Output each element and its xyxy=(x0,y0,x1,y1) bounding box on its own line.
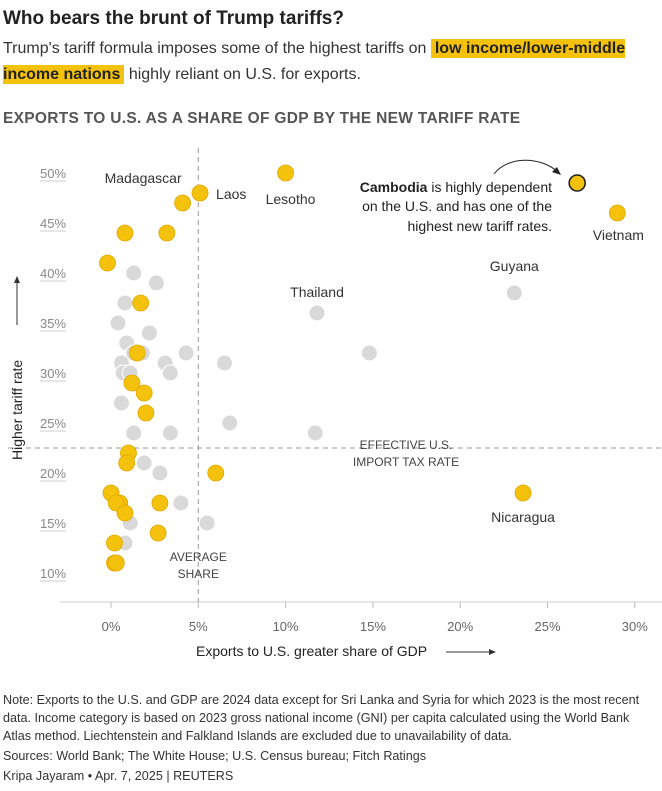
x-tick-label: 30% xyxy=(622,619,648,634)
country-label: Laos xyxy=(216,186,246,202)
x-tick-label: 20% xyxy=(447,619,473,634)
gray-country-point xyxy=(161,364,179,382)
y-tick-label: 30% xyxy=(40,366,66,381)
low-income-country-point xyxy=(151,494,169,512)
y-tick-label: 20% xyxy=(40,466,66,481)
credit-line: Kripa Jayaram • Apr. 7, 2025 | REUTERS xyxy=(3,769,234,783)
x-tick-label: 5% xyxy=(189,619,208,634)
gray-country-point xyxy=(360,344,378,362)
gray-country-point xyxy=(177,344,195,362)
gray-country-point xyxy=(308,304,326,322)
low-income-country-point xyxy=(158,224,176,242)
effective-rate-label: IMPORT TAX RATE xyxy=(353,455,459,469)
low-income-country-point xyxy=(207,464,225,482)
low-income-country-point xyxy=(123,374,141,392)
average-share-label: AVERAGE xyxy=(170,550,227,564)
cambodia-annotation-line: highest new tariff rates. xyxy=(408,218,552,234)
x-tick-label: 25% xyxy=(534,619,560,634)
country-label: Vietnam xyxy=(593,227,644,243)
page-title: Who bears the brunt of Trump tariffs? xyxy=(3,8,344,29)
note-line: data. Income category is based on 2023 g… xyxy=(3,711,630,725)
low-income-country-point xyxy=(132,294,150,312)
note-line: Note: Exports to the U.S. and GDP are 20… xyxy=(3,693,640,707)
x-axis-arrowhead xyxy=(489,649,496,655)
subtitle: Trump's tariff formula imposes some of t… xyxy=(3,36,659,88)
y-tick-label: 10% xyxy=(40,566,66,581)
x-tick-label: 10% xyxy=(273,619,299,634)
country-label: Madagascar xyxy=(105,170,182,186)
subtitle-post: highly reliant on U.S. for exports. xyxy=(128,66,361,83)
gray-country-point xyxy=(112,394,130,412)
gray-country-point xyxy=(147,274,165,292)
annotation-arrow xyxy=(493,159,559,175)
gray-country-point xyxy=(125,424,143,442)
country-label: Guyana xyxy=(490,258,539,274)
low-income-country-point xyxy=(106,534,123,552)
y-tick-label: 50% xyxy=(40,166,66,181)
gray-country-point xyxy=(140,324,158,342)
scatter-chart: 0% 5% 10% 15% 20% 25% 30% 10% 15% 20% 25% 30% 35% 40%… xyxy=(8,148,662,659)
country-label: Thailand xyxy=(290,284,344,300)
sources: Sources: World Bank; The White House; U.… xyxy=(3,749,427,763)
low-income-country-point xyxy=(99,254,116,272)
low-income-country-point xyxy=(191,184,209,202)
gray-country-point xyxy=(215,354,233,372)
annotation-text: is highly dependent xyxy=(431,179,552,195)
y-tick-label: 25% xyxy=(40,416,66,431)
gray-country-point xyxy=(172,494,190,512)
x-tick-label: 0% xyxy=(102,619,121,634)
low-income-country-point xyxy=(149,524,167,542)
y-tick-label: 35% xyxy=(40,316,66,331)
x-tick-label: 15% xyxy=(360,619,386,634)
cambodia-annotation-line: on the U.S. and has one of the xyxy=(362,198,552,214)
low-income-country-point xyxy=(174,194,191,212)
gray-country-point xyxy=(161,424,179,442)
annotation-bold: Cambodia xyxy=(360,179,432,195)
gray-country-point xyxy=(306,424,324,442)
low-income-country-point xyxy=(116,504,134,522)
y-axis-title: Higher tariff rate xyxy=(9,360,25,460)
x-axis-title: Exports to U.S. greater share of GDP xyxy=(196,643,427,659)
gray-country-point xyxy=(135,454,153,472)
gray-country-point xyxy=(505,284,523,302)
low-income-country-point xyxy=(116,224,134,242)
low-income-country-point xyxy=(135,384,153,402)
y-tick-label: 15% xyxy=(40,516,66,531)
gray-country-point xyxy=(151,464,169,482)
low-income-country-point xyxy=(118,454,136,472)
country-label: Lesotho xyxy=(266,191,316,207)
annotation-arrowhead xyxy=(552,167,561,175)
low-income-country-point xyxy=(128,344,146,362)
cambodia-annotation-line: Cambodia is highly dependent xyxy=(360,179,552,195)
low-income-country-point xyxy=(568,174,586,192)
low-income-country-point xyxy=(277,164,295,182)
gray-country-point xyxy=(109,314,127,332)
note-line: Atlas method. Liechtenstein and Falkland… xyxy=(3,729,512,743)
country-label: Nicaragua xyxy=(491,509,555,525)
gray-country-point xyxy=(125,264,143,282)
y-tick-label: 40% xyxy=(40,266,66,281)
low-income-country-point xyxy=(608,204,626,222)
average-share-label: SHARE xyxy=(178,567,219,581)
low-income-country-point xyxy=(107,554,125,572)
effective-rate-label: EFFECTIVE U.S. xyxy=(360,438,453,452)
y-axis-arrowhead xyxy=(14,276,20,283)
low-income-country-point xyxy=(514,484,532,502)
y-tick-label: 45% xyxy=(40,216,66,231)
gray-country-point xyxy=(116,294,134,312)
subtitle-pre: Trump's tariff formula imposes some of t… xyxy=(3,40,427,57)
low-income-country-point xyxy=(137,404,155,422)
chart-title: EXPORTS TO U.S. AS A SHARE OF GDP BY THE… xyxy=(3,110,521,127)
gray-country-point xyxy=(221,414,239,432)
footnote: Note: Exports to the U.S. and GDP are 20… xyxy=(3,691,661,745)
gray-country-point xyxy=(198,514,216,532)
